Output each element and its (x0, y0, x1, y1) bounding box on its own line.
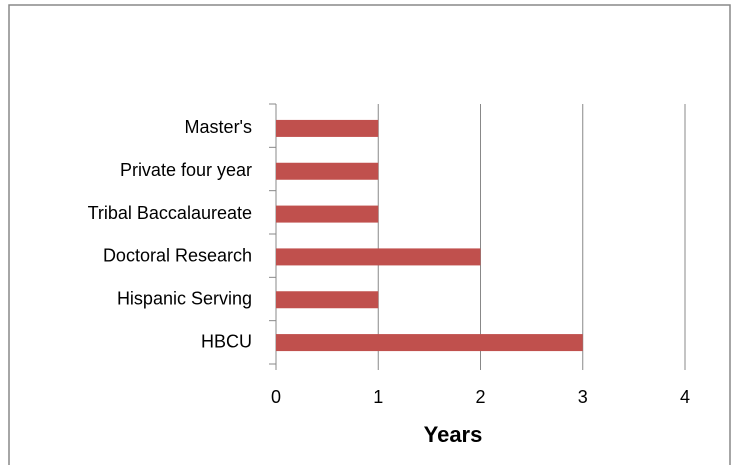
bar (276, 162, 379, 180)
bar (276, 334, 583, 352)
x-axis-title: Years (424, 422, 483, 447)
y-tick-label: Tribal Baccalaureate (88, 203, 252, 223)
x-tick-label: 3 (578, 387, 588, 407)
y-tick-label: Master's (185, 117, 252, 137)
bar (276, 248, 481, 266)
x-tick-label: 0 (271, 387, 281, 407)
chart-frame (8, 4, 731, 465)
y-tick-label: Private four year (120, 160, 252, 180)
x-tick-label: 1 (373, 387, 383, 407)
y-tick-label: Hispanic Serving (117, 289, 252, 309)
x-tick-label: 4 (680, 387, 690, 407)
bar (276, 119, 379, 137)
y-tick-label: Doctoral Research (103, 246, 252, 266)
y-tick-label: HBCU (201, 331, 252, 351)
bar (276, 291, 379, 309)
bar (276, 205, 379, 223)
x-tick-label: 2 (475, 387, 485, 407)
